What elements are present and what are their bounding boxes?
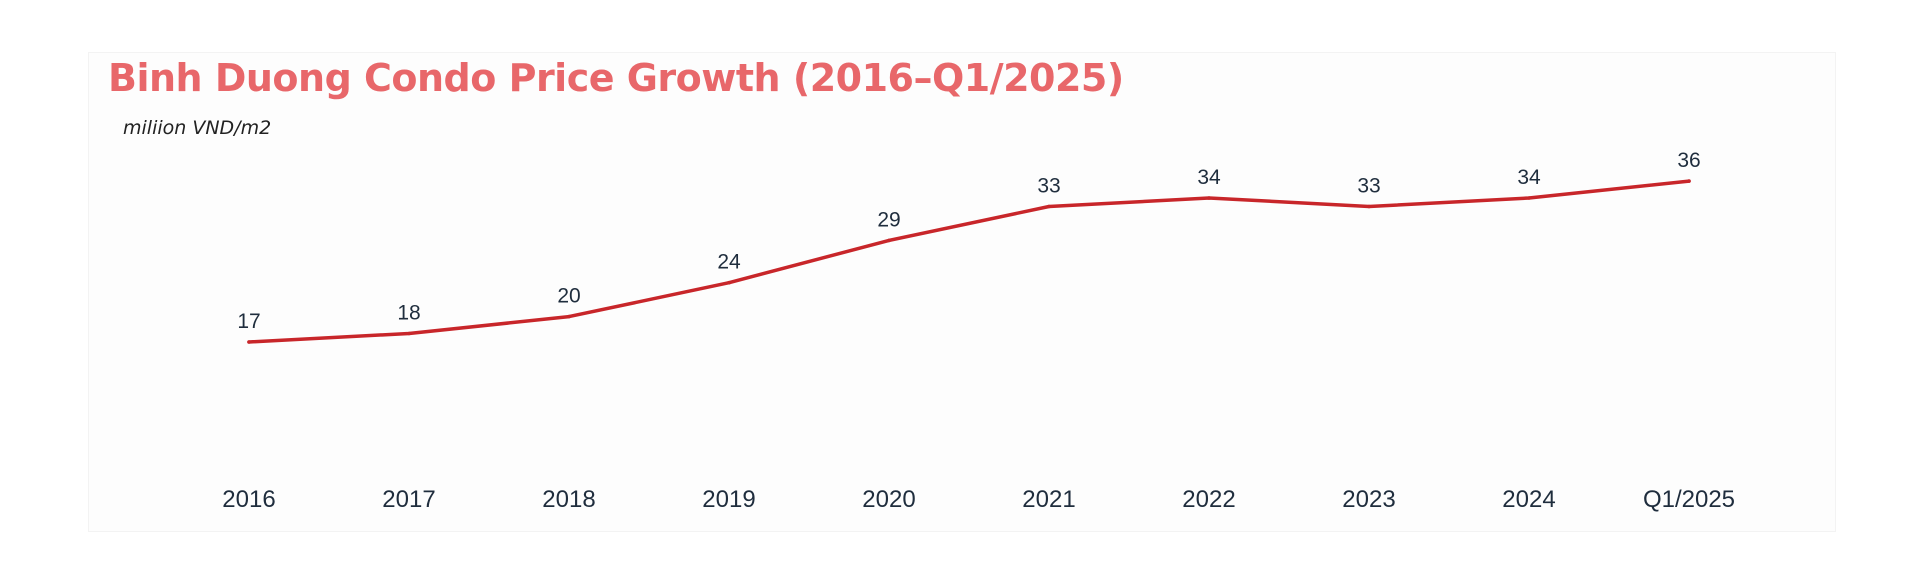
- data-label: 34: [1517, 166, 1541, 189]
- x-tick-label: 2019: [702, 486, 755, 513]
- series-line: [247, 179, 1691, 344]
- data-point: [1527, 196, 1531, 200]
- data-point: [1367, 204, 1371, 209]
- data-point: [247, 340, 251, 344]
- x-tick-label: 2020: [862, 486, 915, 513]
- data-point: [727, 280, 731, 285]
- data-point: [1047, 204, 1051, 209]
- x-tick-label: 2024: [1502, 486, 1555, 513]
- chart-title: Binh Duong Condo Price Growth (2016–Q1/2…: [108, 56, 1124, 100]
- data-label: 24: [717, 251, 741, 274]
- data-label: 33: [1037, 175, 1060, 198]
- data-point: [1687, 179, 1691, 183]
- chart-card: [88, 52, 1836, 532]
- data-point: [407, 331, 411, 336]
- x-tick-label: 2022: [1182, 486, 1235, 513]
- data-point: [567, 314, 571, 319]
- y-unit-label: miliion VND/m2: [123, 117, 272, 139]
- x-tick-label: 2016: [222, 486, 275, 513]
- data-label: 20: [557, 285, 580, 308]
- x-tick-label: 2018: [542, 486, 595, 513]
- data-point: [1207, 196, 1211, 200]
- data-label: 29: [877, 208, 900, 231]
- data-label: 36: [1677, 149, 1700, 172]
- x-tick-label: 2017: [382, 486, 435, 513]
- data-label: 33: [1357, 175, 1380, 198]
- data-label: 18: [397, 302, 420, 325]
- x-tick-label: 2021: [1022, 486, 1075, 513]
- data-point: [887, 238, 891, 243]
- x-tick-label: Q1/2025: [1643, 486, 1735, 513]
- data-label: 17: [237, 310, 260, 333]
- data-label: 34: [1197, 166, 1221, 189]
- x-tick-label: 2023: [1342, 486, 1395, 513]
